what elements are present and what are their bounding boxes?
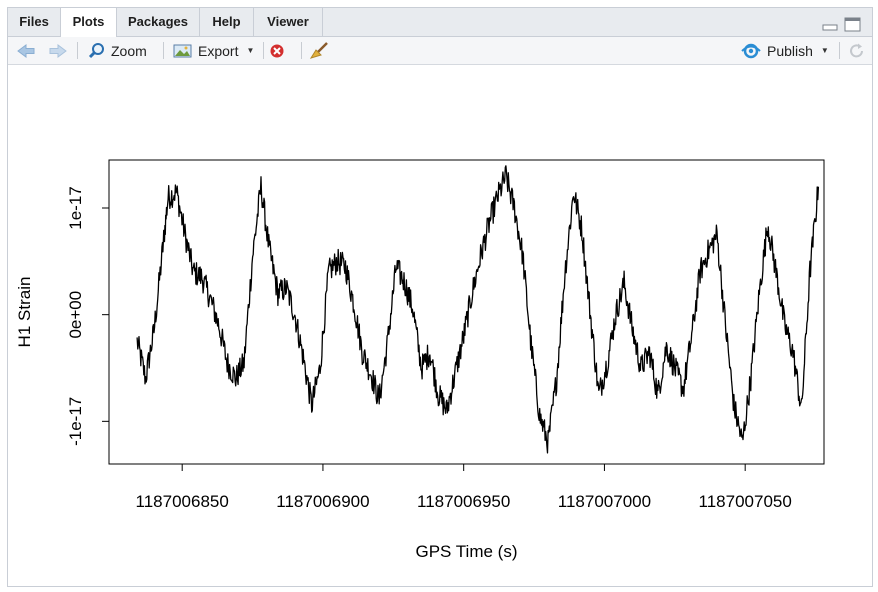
plots-pane: Files Plots Packages Help Viewer Zoom Ex… bbox=[7, 7, 873, 587]
minimize-icon bbox=[822, 24, 838, 31]
x-tick-label: 1187006900 bbox=[276, 492, 369, 511]
x-tick-label: 1187006950 bbox=[417, 492, 510, 511]
maximize-icon bbox=[844, 17, 861, 32]
zoom-button[interactable]: Zoom bbox=[88, 37, 147, 64]
publish-icon bbox=[741, 43, 761, 58]
plots-toolbar: Zoom Export ▼ Publish ▼ bbox=[8, 37, 872, 65]
toolbar-separator bbox=[163, 42, 164, 59]
tab-help[interactable]: Help bbox=[200, 8, 254, 36]
y-tick-label: 1e-17 bbox=[66, 186, 85, 229]
arrow-right-icon bbox=[49, 43, 67, 58]
minimize-pane-button[interactable] bbox=[822, 17, 838, 36]
maximize-pane-button[interactable] bbox=[844, 17, 862, 38]
export-image-icon bbox=[173, 44, 192, 57]
zoom-icon bbox=[88, 42, 104, 58]
toolbar-separator bbox=[263, 42, 264, 59]
arrow-left-icon bbox=[17, 43, 35, 58]
remove-plot-button[interactable] bbox=[269, 37, 285, 64]
toolbar-separator bbox=[839, 42, 840, 59]
strain-plot: 1187006850 1187006900 1187006950 1187007000… bbox=[15, 159, 825, 561]
publish-label: Publish bbox=[767, 42, 813, 59]
tab-packages[interactable]: Packages bbox=[117, 8, 200, 36]
plot-frame bbox=[108, 159, 825, 465]
x-tick-label: 1187007000 bbox=[558, 492, 651, 511]
clear-all-plots-button[interactable] bbox=[308, 37, 330, 64]
y-tick-label: -1e-17 bbox=[66, 397, 85, 446]
tab-viewer[interactable]: Viewer bbox=[254, 8, 323, 36]
tab-files[interactable]: Files bbox=[8, 8, 61, 36]
chevron-down-icon: ▼ bbox=[246, 46, 255, 55]
x-axis-label: GPS Time (s) bbox=[415, 542, 517, 561]
export-label: Export bbox=[198, 42, 239, 59]
back-button[interactable] bbox=[16, 37, 36, 64]
x-tick-label: 1187006850 bbox=[136, 492, 229, 511]
plot-area: 1187006850 1187006900 1187006950 1187007000… bbox=[8, 65, 872, 586]
publish-button[interactable]: Publish ▼ bbox=[740, 37, 829, 64]
remove-plot-icon bbox=[270, 44, 284, 57]
tab-plots[interactable]: Plots bbox=[61, 8, 117, 37]
series-line bbox=[136, 165, 820, 454]
refresh-button[interactable] bbox=[848, 37, 866, 64]
y-tick-label: 0e+00 bbox=[66, 291, 85, 339]
y-axis-label: H1 Strain bbox=[15, 277, 34, 348]
x-tick-label: 1187007050 bbox=[699, 492, 792, 511]
forward-button[interactable] bbox=[48, 37, 68, 64]
export-button[interactable]: Export ▼ bbox=[173, 37, 254, 64]
chevron-down-icon: ▼ bbox=[820, 46, 829, 55]
toolbar-separator bbox=[77, 42, 78, 59]
broom-icon bbox=[309, 41, 328, 59]
toolbar-separator bbox=[301, 42, 302, 59]
tab-bar: Files Plots Packages Help Viewer bbox=[8, 8, 872, 37]
zoom-label: Zoom bbox=[111, 42, 147, 59]
refresh-icon bbox=[850, 43, 863, 57]
